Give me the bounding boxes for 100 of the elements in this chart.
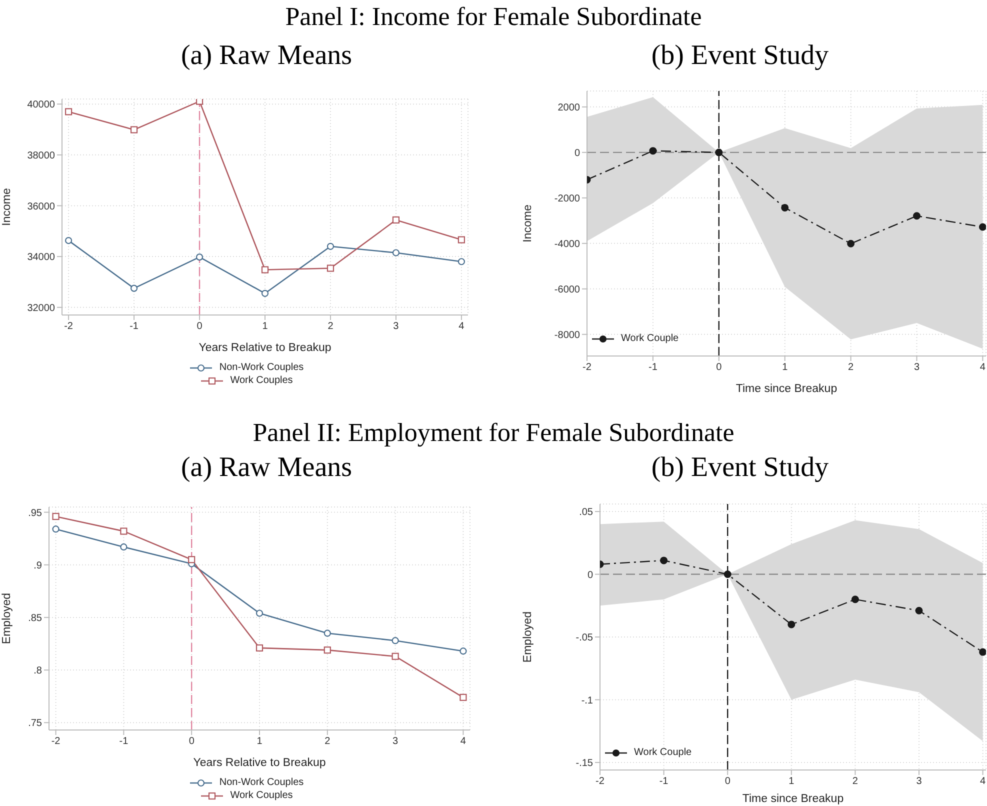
point — [324, 646, 331, 654]
x-tick-label: 0 — [716, 362, 722, 374]
y-tick-label: -.1 — [581, 695, 594, 706]
x-axis-title: Time since Breakup — [736, 383, 838, 395]
point — [724, 570, 732, 578]
y-tick-label: .9 — [34, 560, 42, 572]
y-tick-label: -6000 — [554, 284, 580, 296]
point — [65, 108, 72, 116]
x-tick-label: 3 — [916, 776, 922, 788]
x-tick-label: 1 — [256, 736, 263, 748]
point — [458, 236, 465, 244]
x-tick-label: 4 — [980, 776, 986, 788]
point — [52, 526, 60, 533]
legend-label: Work Couple — [621, 333, 679, 344]
point — [324, 630, 331, 637]
y-tick-label: -.05 — [576, 632, 594, 644]
point — [256, 644, 264, 652]
point — [256, 610, 264, 617]
y-tick-label: -2000 — [554, 193, 580, 204]
x-tick-label: 2 — [324, 736, 331, 748]
point — [788, 620, 796, 628]
y-tick-label: 32000 — [27, 302, 56, 314]
point — [120, 528, 128, 535]
x-tick-label: 2 — [328, 321, 334, 332]
point — [847, 240, 855, 248]
chart-title: Panel I: Income for Female Subordinate — [284, 2, 703, 32]
chart-subtitle: (b) Event Study — [650, 40, 830, 72]
x-axis-title: Time since Breakup — [742, 793, 844, 805]
legend-label: Work Couple — [634, 747, 692, 758]
x-tick-label: 2 — [848, 362, 854, 374]
x-tick-label: 3 — [914, 362, 920, 374]
point — [715, 148, 723, 156]
point — [649, 147, 657, 155]
y-tick-label: -4000 — [554, 238, 580, 250]
point — [188, 556, 196, 564]
point — [261, 266, 269, 274]
chart-title: Panel II: Employment for Female Subordinate — [252, 418, 736, 448]
y-tick-label: 0 — [587, 570, 594, 581]
point — [52, 512, 60, 520]
x-tick-label: 4 — [458, 321, 465, 332]
y-tick-label: -8000 — [554, 330, 580, 341]
point — [460, 694, 467, 701]
point — [261, 290, 269, 297]
point — [660, 556, 668, 564]
y-tick-label: .85 — [28, 613, 42, 624]
x-axis-title: Years Relative to Breakup — [198, 342, 332, 354]
x-tick-label: 1 — [782, 362, 788, 374]
x-tick-label: 0 — [196, 321, 203, 332]
chart-subtitle: (a) Raw Means — [180, 40, 354, 72]
y-tick-label: -.15 — [576, 758, 594, 770]
point — [460, 648, 467, 655]
y-tick-label: .8 — [34, 666, 42, 677]
y-axis-title: Income — [522, 204, 534, 242]
point — [130, 126, 138, 134]
x-tick-label: -1 — [648, 362, 658, 374]
x-tick-label: 4 — [980, 362, 986, 374]
point — [851, 596, 859, 604]
y-tick-label: .95 — [28, 508, 42, 519]
point — [196, 254, 204, 261]
point — [120, 543, 128, 551]
x-tick-label: 2 — [852, 776, 858, 788]
x-tick-label: 0 — [724, 776, 731, 788]
point — [392, 249, 400, 256]
point — [392, 652, 399, 660]
y-tick-label: 36000 — [27, 201, 56, 212]
point — [392, 216, 400, 224]
point — [130, 284, 138, 292]
x-tick-label: -2 — [64, 321, 74, 332]
y-tick-label: 40000 — [27, 100, 56, 111]
x-tick-label: 0 — [188, 736, 195, 748]
x-tick-label: 1 — [262, 321, 268, 332]
y-axis-title: Employed — [522, 611, 534, 663]
x-tick-label: -2 — [582, 362, 592, 374]
legend-label: Non-Work Couples — [219, 777, 304, 788]
y-tick-label: 34000 — [27, 252, 56, 264]
point — [913, 212, 920, 220]
point — [65, 236, 72, 244]
y-tick-label: .75 — [28, 718, 42, 730]
y-axis-title: Income — [1, 188, 14, 226]
y-tick-label: 0 — [574, 148, 580, 159]
x-tick-label: 3 — [393, 321, 400, 332]
x-tick-label: 4 — [460, 736, 466, 748]
legend-label: Work Couples — [230, 375, 293, 386]
x-axis-title: Years Relative to Breakup — [193, 757, 326, 769]
x-tick-label: -2 — [596, 776, 605, 788]
y-tick-label: .05 — [579, 507, 594, 518]
point — [326, 264, 334, 272]
point — [196, 99, 204, 105]
point — [781, 204, 789, 212]
point — [978, 223, 986, 231]
y-tick-label: 38000 — [27, 150, 56, 162]
point — [392, 637, 399, 644]
x-tick-label: 1 — [788, 776, 795, 788]
chart-subtitle: (a) Raw Means — [180, 452, 354, 484]
point — [326, 242, 334, 250]
point — [915, 606, 923, 614]
y-axis-title: Employed — [1, 592, 14, 644]
point — [979, 648, 986, 656]
x-tick-label: -1 — [119, 736, 129, 748]
y-tick-label: 2000 — [558, 102, 580, 114]
